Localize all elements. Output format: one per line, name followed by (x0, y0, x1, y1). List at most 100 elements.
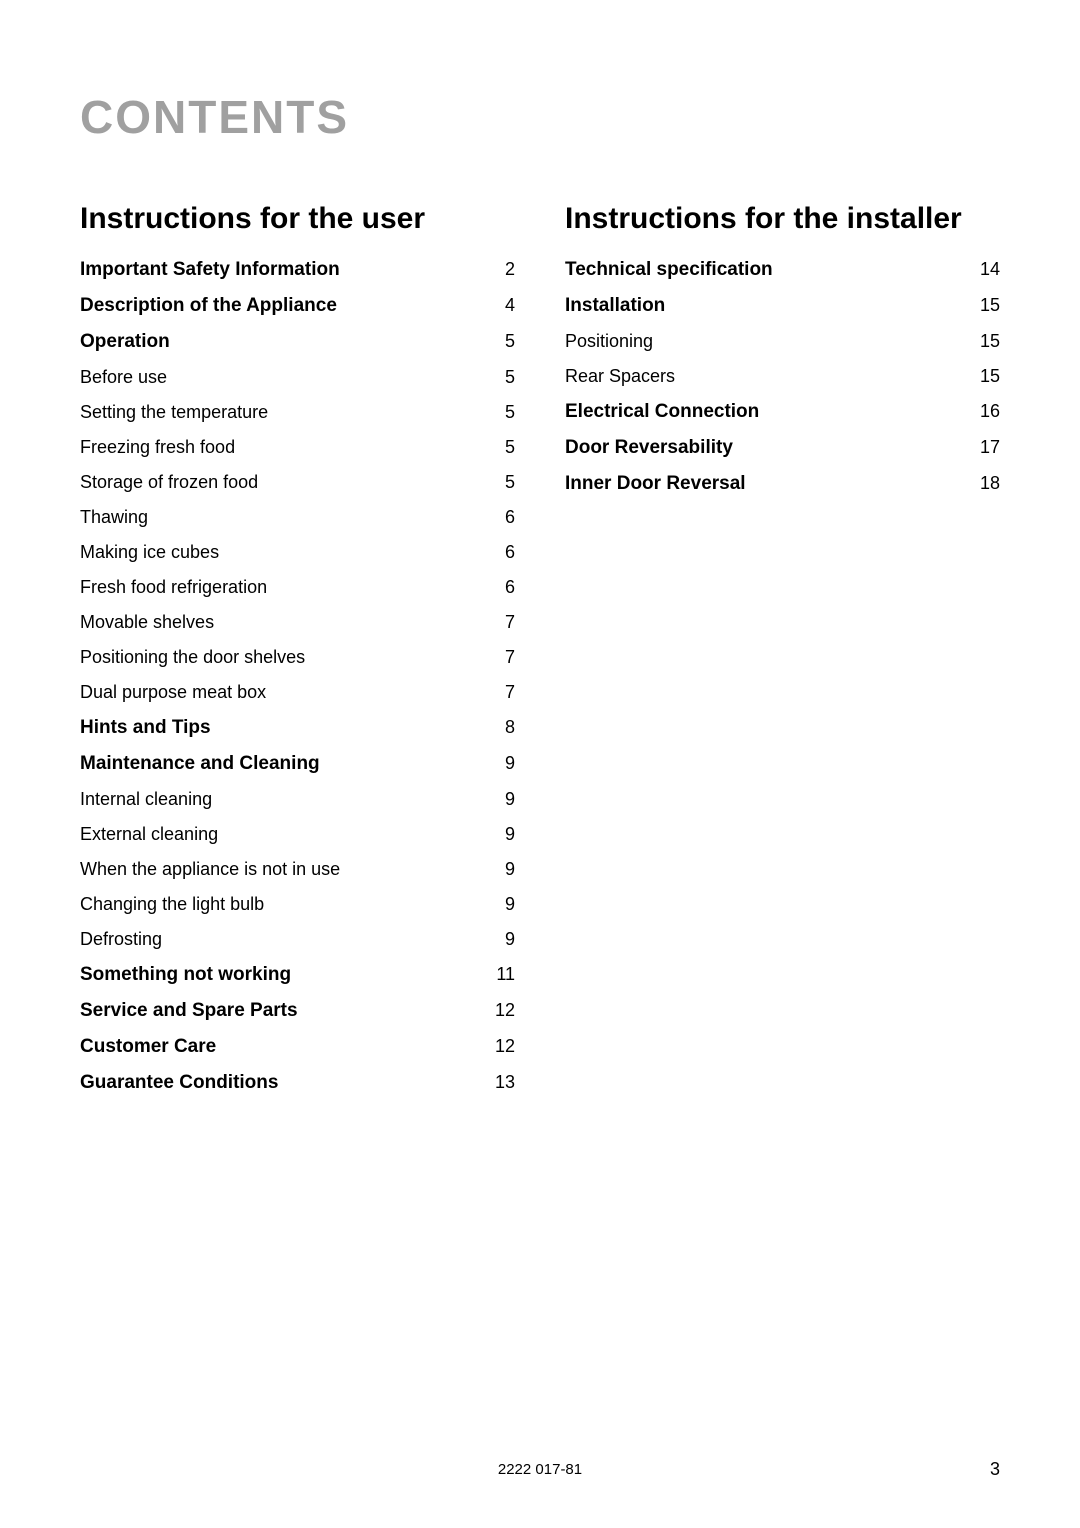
toc-entry: Inner Door Reversal 18 (565, 473, 1000, 495)
toc-entry: Storage of frozen food 5 (80, 472, 515, 493)
right-column: Instructions for the installer Technical… (565, 202, 1000, 1108)
toc-entry-page: 12 (495, 1036, 515, 1057)
toc-entry-page: 7 (505, 682, 515, 703)
toc-entry-label: Before use (80, 367, 167, 388)
toc-entry-page: 13 (495, 1072, 515, 1093)
toc-entry: Positioning the door shelves 7 (80, 647, 515, 668)
toc-entry-page: 8 (505, 717, 515, 738)
toc-entry: Description of the Appliance 4 (80, 295, 515, 317)
toc-entry-label: Customer Care (80, 1036, 216, 1058)
toc-entry: Internal cleaning 9 (80, 789, 515, 810)
toc-entry-label: Installation (565, 295, 665, 317)
toc-entry-label: Making ice cubes (80, 542, 219, 563)
left-section-heading: Instructions for the user (80, 202, 515, 237)
toc-entry-label: Defrosting (80, 929, 162, 950)
toc-entry-label: Operation (80, 331, 170, 353)
toc-entry: Maintenance and Cleaning9 (80, 753, 515, 775)
toc-entry-label: Electrical Connection (565, 401, 759, 423)
toc-entry-label: Dual purpose meat box (80, 682, 266, 703)
toc-entry-label: Important Safety Information (80, 259, 340, 281)
toc-entry-page: 14 (980, 259, 1000, 280)
toc-entry-label: Positioning the door shelves (80, 647, 305, 668)
left-column: Instructions for the user Important Safe… (80, 202, 515, 1108)
toc-entry: Guarantee Conditions 13 (80, 1072, 515, 1094)
toc-entry: Hints and Tips 8 (80, 717, 515, 739)
toc-entry-page: 15 (980, 331, 1000, 352)
toc-entry-label: Something not working (80, 964, 291, 986)
toc-entry-label: Internal cleaning (80, 789, 212, 810)
toc-entry: Something not working 11 (80, 964, 515, 986)
toc-entry-label: Fresh food refrigeration (80, 577, 267, 598)
toc-entry-page: 15 (980, 295, 1000, 316)
page-title: CONTENTS (80, 90, 1000, 144)
toc-entry-page: 2 (505, 259, 515, 280)
toc-entry-page: 9 (505, 789, 515, 810)
toc-entry-label: Rear Spacers (565, 366, 675, 387)
toc-entry: Freezing fresh food 5 (80, 437, 515, 458)
toc-entry-page: 5 (505, 472, 515, 493)
toc-entry-page: 5 (505, 437, 515, 458)
toc-entry-page: 5 (505, 402, 515, 423)
toc-entry-page: 9 (505, 824, 515, 845)
toc-entry-label: Service and Spare Parts (80, 1000, 298, 1022)
toc-entry-label: Changing the light bulb (80, 894, 264, 915)
toc-entry-label: Technical specification (565, 259, 773, 281)
toc-entry-page: 17 (980, 437, 1000, 458)
toc-entry-page: 6 (505, 507, 515, 528)
toc-entry: Operation 5 (80, 331, 515, 353)
toc-entry: Thawing 6 (80, 507, 515, 528)
toc-entry-page: 7 (505, 612, 515, 633)
toc-entry-page: 9 (505, 753, 515, 774)
toc-entry-label: Guarantee Conditions (80, 1072, 278, 1094)
toc-entry-page: 11 (496, 964, 515, 985)
toc-entry-label: Inner Door Reversal (565, 473, 746, 495)
toc-entry-label: External cleaning (80, 824, 218, 845)
toc-entry: Customer Care 12 (80, 1036, 515, 1058)
toc-entry-label: Positioning (565, 331, 653, 352)
toc-entry: External cleaning 9 (80, 824, 515, 845)
toc-entry-page: 5 (505, 331, 515, 352)
toc-columns: Instructions for the user Important Safe… (80, 202, 1000, 1108)
toc-entry: Door Reversability 17 (565, 437, 1000, 459)
toc-entry: Technical specification 14 (565, 259, 1000, 281)
toc-entry-label: When the appliance is not in use (80, 859, 340, 880)
toc-entry-page: 9 (505, 929, 515, 950)
toc-entry: Defrosting 9 (80, 929, 515, 950)
toc-entry-label: Door Reversability (565, 437, 733, 459)
toc-entry: Service and Spare Parts 12 (80, 1000, 515, 1022)
toc-entry-label: Freezing fresh food (80, 437, 235, 458)
toc-entry: When the appliance is not in use9 (80, 859, 515, 880)
toc-entry-page: 12 (495, 1000, 515, 1021)
toc-entry-label: Storage of frozen food (80, 472, 258, 493)
toc-entry: Setting the temperature 5 (80, 402, 515, 423)
toc-entry: Rear Spacers 15 (565, 366, 1000, 387)
toc-entry-page: 4 (505, 295, 515, 316)
toc-entry: Installation 15 (565, 295, 1000, 317)
toc-entry: Dual purpose meat box 7 (80, 682, 515, 703)
toc-entry-page: 15 (980, 366, 1000, 387)
right-section-heading: Instructions for the installer (565, 202, 1000, 237)
toc-entry-label: Hints and Tips (80, 717, 211, 739)
toc-entry-label: Setting the temperature (80, 402, 268, 423)
toc-entry-page: 6 (505, 542, 515, 563)
left-toc-list: Important Safety Information 2 Description… (80, 259, 515, 1094)
toc-entry-page: 9 (505, 894, 515, 915)
toc-entry-label: Description of the Appliance (80, 295, 337, 317)
toc-entry-page: 7 (505, 647, 515, 668)
page-number: 3 (990, 1459, 1000, 1480)
footer-code: 2222 017-81 (0, 1461, 1080, 1478)
toc-entry: Making ice cubes 6 (80, 542, 515, 563)
toc-entry-label: Thawing (80, 507, 148, 528)
toc-entry-label: Movable shelves (80, 612, 214, 633)
toc-entry-page: 5 (505, 367, 515, 388)
right-toc-list: Technical specification14Installation15P… (565, 259, 1000, 495)
toc-entry: Important Safety Information 2 (80, 259, 515, 281)
toc-entry: Electrical Connection 16 (565, 401, 1000, 423)
toc-entry: Positioning 15 (565, 331, 1000, 352)
toc-entry-page: 18 (980, 473, 1000, 494)
toc-entry: Movable shelves 7 (80, 612, 515, 633)
toc-entry-page: 6 (505, 577, 515, 598)
toc-entry: Fresh food refrigeration 6 (80, 577, 515, 598)
toc-entry: Before use 5 (80, 367, 515, 388)
toc-entry-page: 16 (980, 401, 1000, 422)
